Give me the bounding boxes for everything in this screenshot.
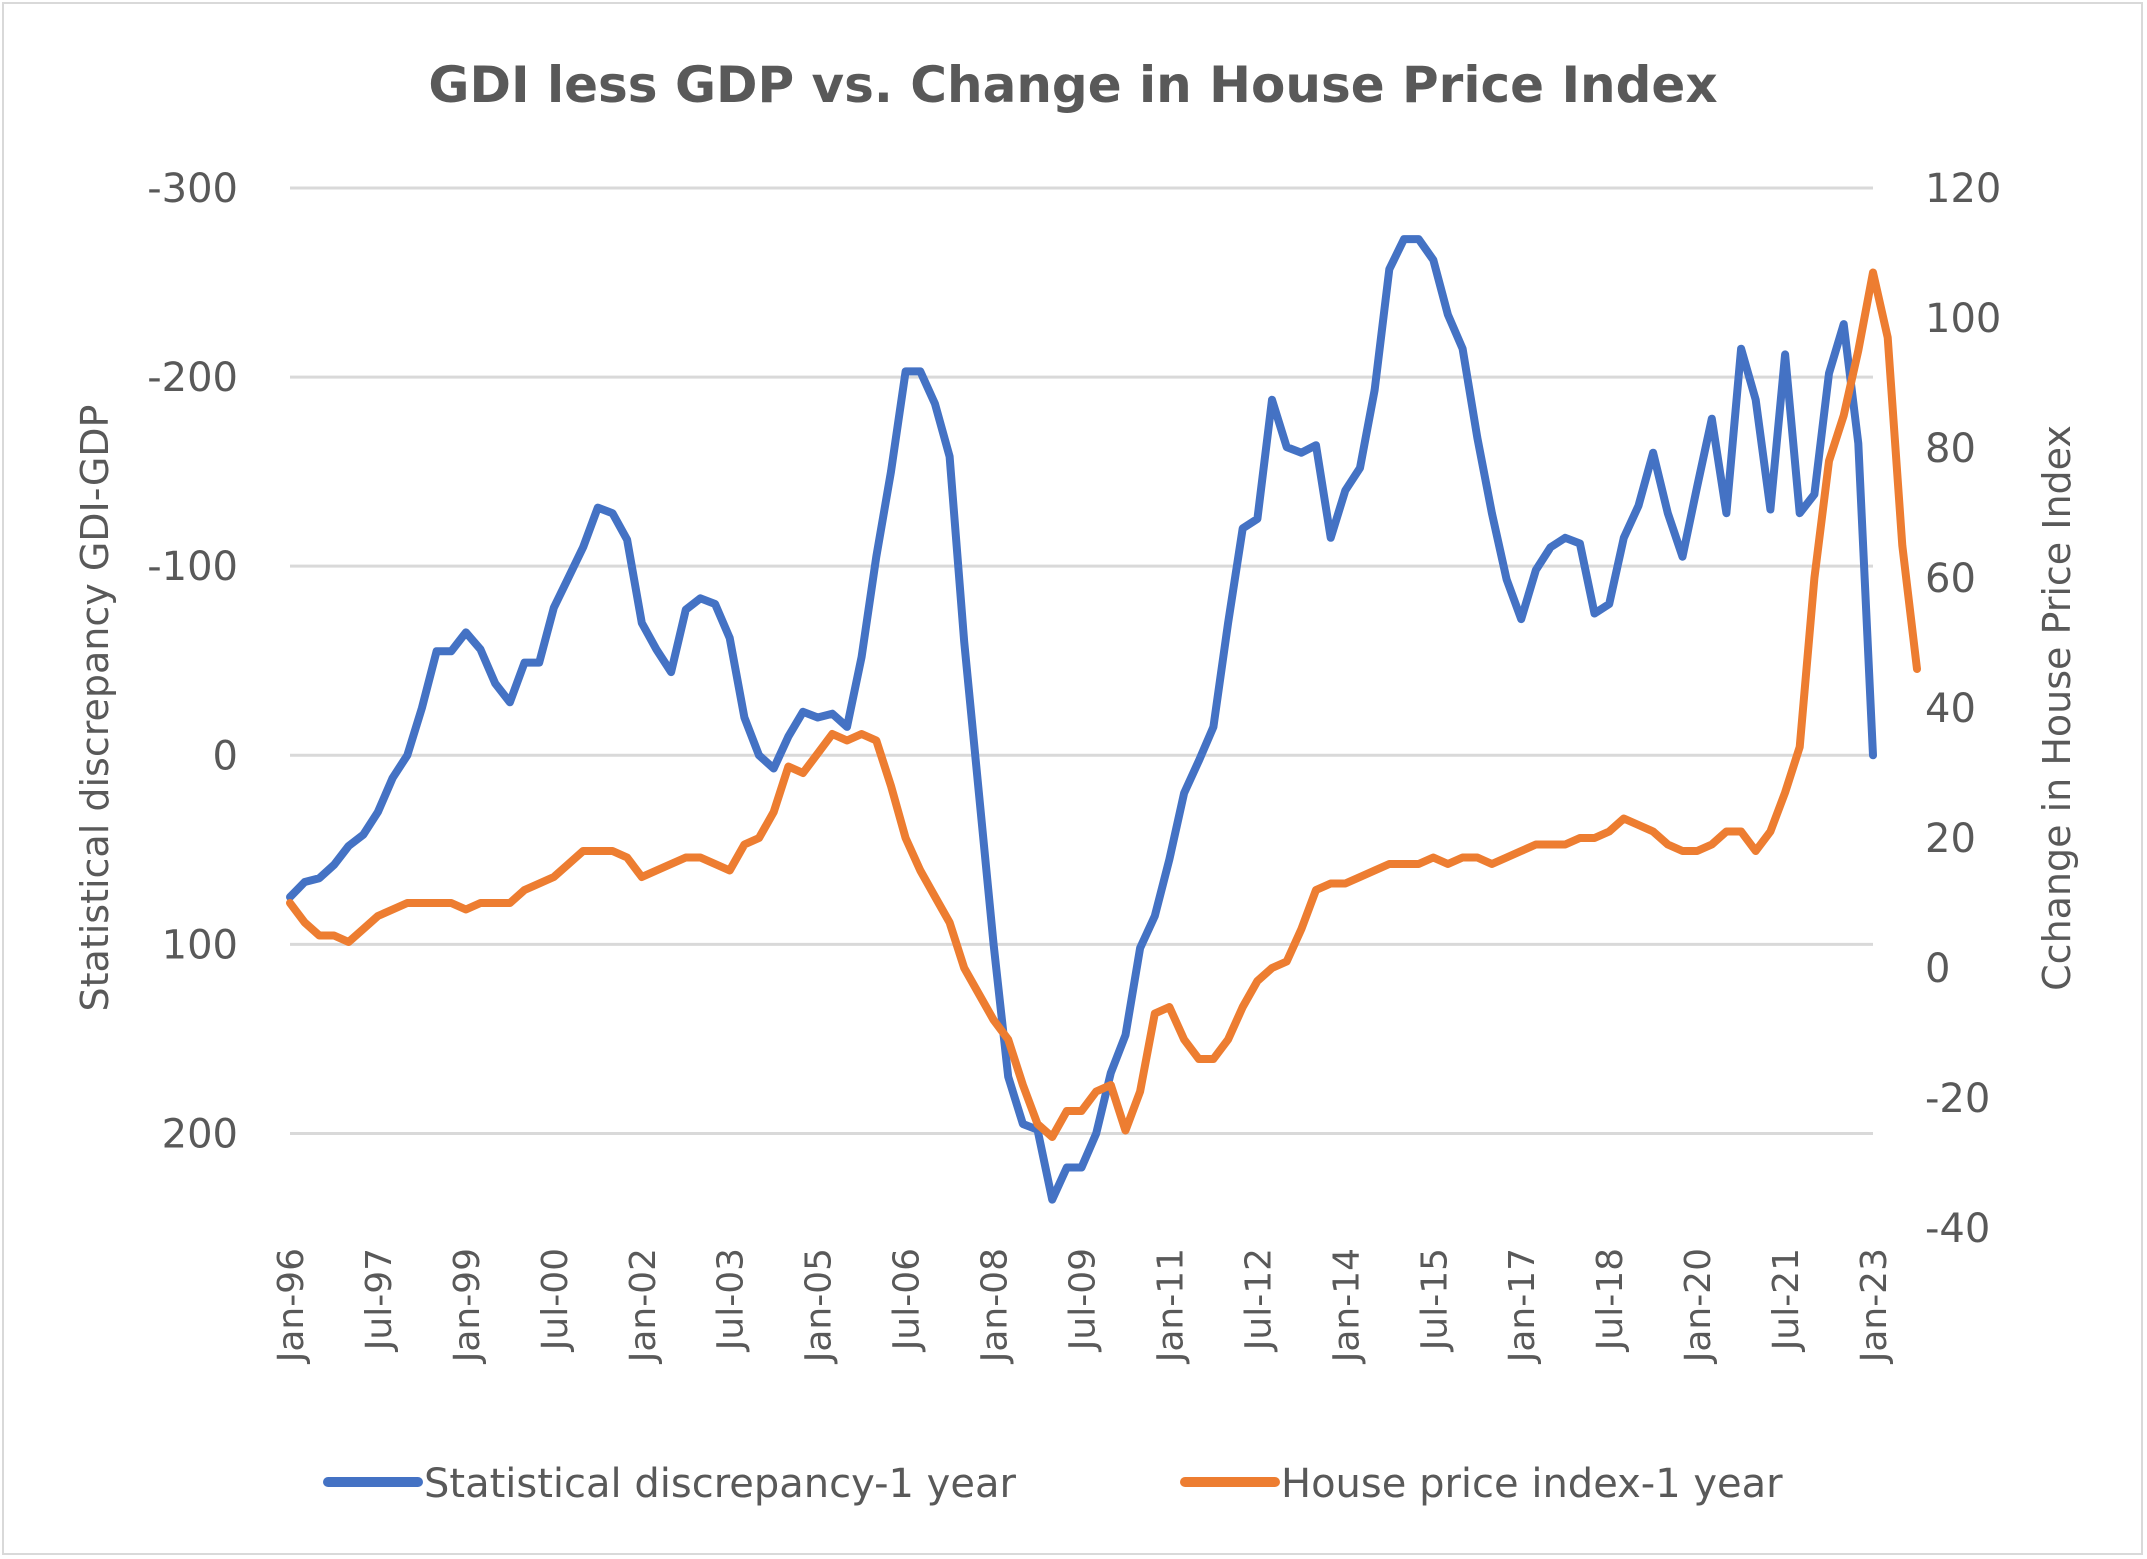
legend-label-statistical-discrepancy: Statistical discrepancy-1 year (424, 1461, 1016, 1507)
right-axis-tick-label: 100 (1925, 296, 2001, 342)
left-axis-tick-label: 100 (162, 922, 238, 968)
left-axis-tick-label: 200 (162, 1111, 238, 1157)
left-axis-tick-label: -200 (147, 355, 238, 401)
gridlines (290, 186, 1873, 1135)
left-axis-tick-label: -100 (147, 544, 238, 590)
legend-label-house-price-index: House price index-1 year (1281, 1461, 1783, 1507)
right-axis-tick-label: -40 (1925, 1206, 1990, 1252)
right-axis-tick-label: 120 (1925, 166, 2001, 212)
x-axis-tick-label: Jul-06 (887, 1248, 928, 1352)
x-axis-tick-label: Jan-20 (1678, 1248, 1719, 1364)
right-axis-tick-label: 60 (1925, 556, 1976, 602)
right-axis-tick-label: 0 (1925, 946, 1950, 992)
x-axis-tick-label: Jul-18 (1590, 1248, 1631, 1352)
x-axis-ticks: Jan-96 Jul-97 Jan-99 Jul-00 Jan-02 Jul-03 Jan-… (271, 1248, 1895, 1364)
left-axis-ticks: -300 -200 -100 0 100 200 (147, 166, 238, 1157)
right-axis-tick-label: -20 (1925, 1076, 1990, 1122)
x-axis-tick-label: Jan-99 (447, 1248, 488, 1364)
legend: Statistical discrepancy-1 year House pri… (323, 1461, 1783, 1507)
x-axis-tick-label: Jul-21 (1766, 1248, 1807, 1352)
x-axis-tick-label: Jul-00 (535, 1248, 576, 1352)
left-axis-tick-label: -300 (147, 166, 238, 212)
right-axis-ticks: 120 100 80 60 40 20 0 -20 -40 (1925, 166, 2001, 1252)
x-axis-tick-label: Jul-03 (711, 1248, 752, 1352)
x-axis-tick-label: Jan-23 (1854, 1248, 1895, 1364)
x-axis-tick-label: Jul-12 (1238, 1248, 1279, 1352)
x-axis-tick-label: Jul-97 (359, 1248, 400, 1352)
right-axis-tick-label: 20 (1925, 816, 1976, 862)
x-axis-tick-label: Jan-08 (975, 1248, 1016, 1364)
right-axis-title: Cchange in House Price Index (2035, 425, 2079, 991)
series-line-house-price-index (286, 268, 1921, 1141)
series-lines (286, 235, 1921, 1204)
right-axis-tick-label: 80 (1925, 426, 1976, 472)
x-axis-tick-label: Jul-09 (1063, 1248, 1104, 1352)
x-axis-tick-label: Jan-02 (623, 1248, 664, 1364)
x-axis-tick-label: Jan-14 (1326, 1248, 1367, 1364)
x-axis-tick-label: Jan-96 (271, 1248, 312, 1364)
left-axis-title: Statistical discrepancy GDI-GDP (73, 405, 117, 1012)
x-axis-tick-label: Jan-11 (1150, 1248, 1191, 1364)
series-line-statistical-discrepancy (286, 235, 1877, 1204)
x-axis-tick-label: Jul-15 (1414, 1248, 1455, 1352)
x-axis-tick-label: Jan-17 (1502, 1248, 1543, 1364)
right-axis-tick-label: 40 (1925, 686, 1976, 732)
x-axis-tick-label: Jan-05 (799, 1248, 840, 1364)
chart-title: GDI less GDP vs. Change in House Price I… (428, 56, 1717, 114)
left-axis-tick-label: 0 (213, 733, 238, 779)
